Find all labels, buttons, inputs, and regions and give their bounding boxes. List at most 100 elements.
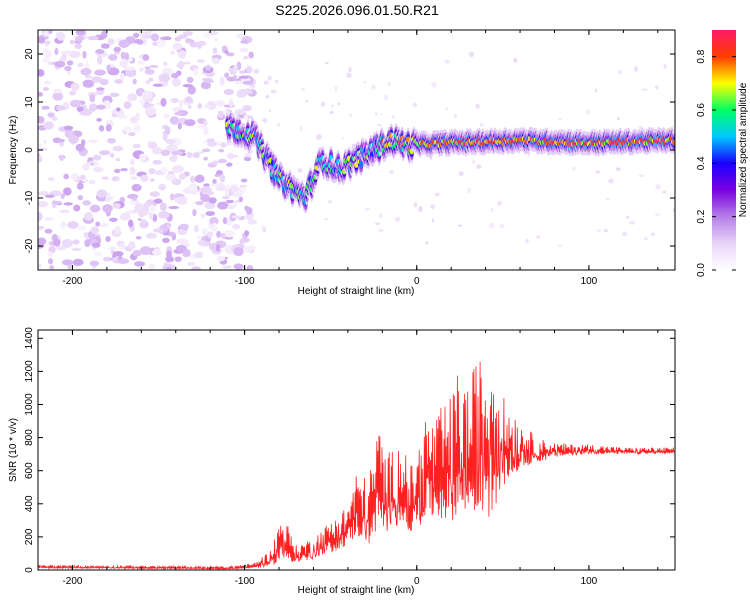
heatmap-ridge-cell: [672, 139, 675, 146]
heatmap-noise-cell: [144, 103, 155, 107]
heatmap-noise-cell: [38, 69, 45, 77]
heatmap-noise-cell: [82, 79, 95, 88]
heatmap-noise-cell: [152, 146, 163, 155]
heatmap-noise-cell: [43, 40, 51, 45]
heatmap-noise-cell: [38, 116, 45, 124]
heatmap-noise-cell: [96, 117, 102, 122]
heatmap-noise-cell: [234, 80, 245, 85]
heatmap-noise-cell: [159, 202, 167, 211]
heatmap-noise-cell: [169, 193, 175, 201]
heatmap-noise-cell: [200, 194, 211, 203]
heatmap-noise-cell: [158, 210, 170, 219]
heatmap-noise-cell: [371, 84, 376, 90]
heatmap-noise-cell: [375, 112, 378, 116]
snr-series-line: [38, 361, 675, 570]
heatmap-noise-cell: [536, 235, 541, 239]
heatmap-x-tick-label: 0: [414, 276, 420, 287]
heatmap-noise-cell: [215, 244, 221, 252]
heatmap-noise-cell: [227, 154, 239, 159]
heatmap-noise-cell: [212, 47, 218, 54]
heatmap-noise-cell: [225, 199, 235, 204]
heatmap-noise-cell: [93, 166, 104, 173]
heatmap-noise-cell: [96, 189, 107, 198]
heatmap-noise-cell: [161, 81, 169, 86]
heatmap-noise-cell: [63, 173, 69, 180]
heatmap-x-label: Height of straight line (km): [298, 286, 415, 297]
heatmap-noise-cell: [205, 79, 215, 84]
heatmap-noise-cell: [85, 61, 90, 70]
heatmap-noise-cell: [177, 228, 188, 236]
heatmap-noise-cell: [672, 208, 675, 212]
heatmap-noise-cell: [224, 236, 234, 240]
heatmap-noise-cell: [216, 230, 221, 238]
heatmap-noise-cell: [43, 30, 49, 37]
heatmap-noise-cell: [120, 51, 126, 60]
heatmap-noise-cell: [145, 232, 158, 239]
heatmap-noise-cell: [77, 194, 84, 201]
snr-y-tick-label: 400: [24, 495, 35, 512]
heatmap-noise-cell: [224, 141, 236, 146]
heatmap-noise-cell: [38, 212, 43, 221]
colorbar-tick-label: 0.2: [696, 209, 707, 223]
heatmap-noise-cell: [43, 121, 54, 130]
heatmap-noise-cell: [489, 222, 494, 229]
heatmap-noise-cell: [132, 78, 137, 85]
heatmap-noise-cell: [131, 183, 142, 192]
figure-title: S225.2026.096.01.50.R21: [275, 2, 439, 18]
heatmap-noise-cell: [374, 222, 381, 226]
heatmap-noise-cell: [225, 188, 230, 197]
heatmap-noise-cell: [467, 187, 472, 194]
heatmap-noise-cell: [100, 43, 110, 49]
heatmap-noise-cell: [128, 132, 136, 137]
heatmap-noise-cell: [490, 208, 494, 212]
heatmap-noise-cell: [197, 239, 207, 246]
heatmap-noise-cell: [150, 33, 159, 42]
heatmap-noise-cell: [362, 81, 367, 84]
heatmap-noise-cell: [38, 143, 43, 147]
heatmap-noise-cell: [203, 33, 210, 38]
heatmap-noise-cell: [75, 143, 85, 152]
heatmap-noise-cell: [89, 94, 96, 103]
heatmap-noise-cell: [38, 92, 44, 97]
heatmap-noise-cell: [244, 230, 250, 237]
heatmap-noise-cell: [431, 82, 437, 88]
heatmap-noise-cell: [108, 54, 118, 61]
heatmap-noise-cell: [221, 195, 231, 200]
heatmap-noise-cell: [94, 69, 106, 76]
heatmap-noise-cell: [139, 246, 152, 255]
heatmap-noise-cell: [217, 201, 229, 210]
heatmap-noise-cell: [663, 64, 667, 69]
heatmap-noise-cell: [655, 184, 662, 190]
heatmap-noise-cell: [88, 139, 98, 144]
heatmap-noise-cell: [124, 68, 137, 78]
snr-y-tick-label: 800: [24, 429, 35, 446]
heatmap-noise-cell: [618, 69, 623, 75]
heatmap-noise-cell: [113, 46, 121, 53]
heatmap-noise-cell: [379, 213, 382, 219]
heatmap-noise-cell: [119, 72, 125, 81]
heatmap-noise-cell: [163, 36, 172, 41]
heatmap-noise-cell: [201, 148, 211, 153]
heatmap-noise-cell: [61, 50, 73, 55]
heatmap-noise-cell: [47, 251, 53, 257]
heatmap-noise-cell: [109, 92, 120, 98]
snr-x-tick-label: 0: [414, 576, 420, 587]
heatmap-noise-cell: [239, 70, 246, 74]
heatmap-noise-cell: [123, 66, 135, 71]
snr-y-tick-label: 0: [24, 567, 35, 573]
heatmap-noise-cell: [348, 66, 352, 73]
heatmap-noise-cell: [217, 255, 226, 262]
heatmap-noise-cell: [557, 117, 563, 121]
heatmap-cells: [38, 30, 675, 270]
heatmap-noise-cell: [54, 48, 59, 55]
heatmap-noise-cell: [142, 54, 150, 61]
heatmap-noise-cell: [132, 143, 141, 149]
heatmap-noise-cell: [195, 200, 204, 206]
heatmap-noise-cell: [93, 233, 101, 237]
heatmap-noise-cell: [165, 138, 177, 145]
heatmap-noise-cell: [205, 64, 212, 71]
heatmap-noise-cell: [163, 61, 168, 66]
heatmap-noise-cell: [107, 138, 116, 144]
colorbar-bar: [712, 30, 736, 270]
heatmap-noise-cell: [192, 152, 200, 159]
